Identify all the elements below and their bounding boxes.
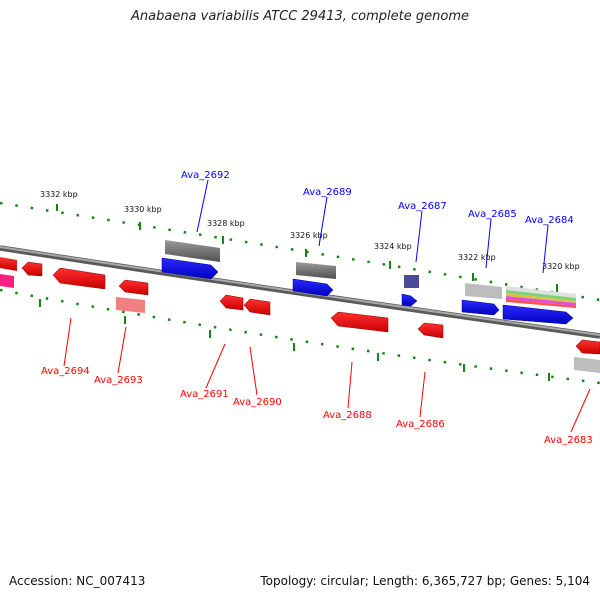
gene-feature-ava-2689 — [292, 278, 334, 297]
forward-leader-lines — [196, 179, 549, 274]
tick-label: 3324 kbp — [374, 242, 412, 251]
gene-label: Ava_2684 — [525, 215, 574, 226]
rna-feature — [506, 299, 576, 308]
rna-feature — [506, 290, 576, 301]
reverse-leader-lines — [63, 317, 591, 433]
tick-labels: 3332 kbp 3330 kbp 3328 kbp 3326 kbp 3324… — [40, 190, 580, 271]
tick-label: 3320 kbp — [542, 262, 580, 271]
rna-feature — [296, 262, 336, 279]
forward-gene-labels: Ava_2692 Ava_2689 Ava_2687 Ava_2685 Ava_… — [181, 170, 574, 226]
rna-feature — [506, 286, 576, 298]
gene-label: Ava_2690 — [233, 397, 282, 408]
gene-feature-ava-2693 — [118, 279, 149, 296]
outer-tick-track — [0, 201, 600, 302]
tick-label: 3330 kbp — [124, 205, 162, 214]
gene-label: Ava_2685 — [468, 209, 517, 220]
gene-feature-ava-2688 — [330, 311, 389, 333]
tick-label: 3322 kbp — [458, 253, 496, 262]
topology-summary: Topology: circular; Length: 6,365,727 bp… — [260, 574, 590, 588]
reverse-gene-labels: Ava_2694 Ava_2693 Ava_2691 Ava_2690 Ava_… — [41, 366, 593, 446]
rna-feature — [574, 357, 600, 373]
gene-feature-ava-2686 — [417, 322, 444, 339]
gene-feature — [0, 274, 14, 288]
rna-feature — [506, 293, 576, 303]
gene-feature-ava-2687 — [401, 293, 418, 307]
gene-label: Ava_2683 — [544, 435, 593, 446]
gene-label: Ava_2688 — [323, 410, 372, 421]
map-title: Anabaena variabilis ATCC 29413, complete… — [131, 9, 469, 24]
rna-feature — [116, 297, 145, 313]
rna-feature — [465, 283, 502, 299]
rna-feature — [506, 296, 576, 306]
gene-label: Ava_2692 — [181, 170, 230, 181]
inner-tick-track — [0, 288, 600, 385]
tick-label: 3328 kbp — [207, 219, 245, 228]
gene-feature-ava-2694 — [52, 267, 106, 290]
gene-label: Ava_2691 — [180, 389, 229, 400]
accession-label: Accession: NC_007413 — [9, 574, 146, 588]
gene-feature-ava-2683 — [575, 339, 600, 355]
gene-label: Ava_2686 — [396, 419, 445, 430]
gene-feature-ava-2690 — [243, 298, 271, 316]
reverse-strand-features — [0, 257, 600, 373]
rna-feature — [404, 275, 419, 288]
gene-label: Ava_2687 — [398, 201, 447, 212]
gene-label: Ava_2689 — [303, 187, 352, 198]
gene-feature-ava-2691 — [219, 294, 244, 311]
tick-label: 3332 kbp — [40, 190, 78, 199]
rna-feature — [165, 240, 220, 262]
forward-strand-features — [161, 240, 576, 325]
gene-feature-ava-2684 — [502, 304, 574, 325]
tick-label: 3326 kbp — [290, 231, 328, 240]
gene-feature-ava-2685 — [461, 299, 500, 316]
gene-label: Ava_2694 — [41, 366, 90, 377]
gene-feature-ava-2692 — [161, 257, 219, 280]
gene-label: Ava_2693 — [94, 375, 143, 386]
gene-feature — [0, 257, 17, 271]
gene-feature-ava-2694 — [21, 261, 43, 277]
